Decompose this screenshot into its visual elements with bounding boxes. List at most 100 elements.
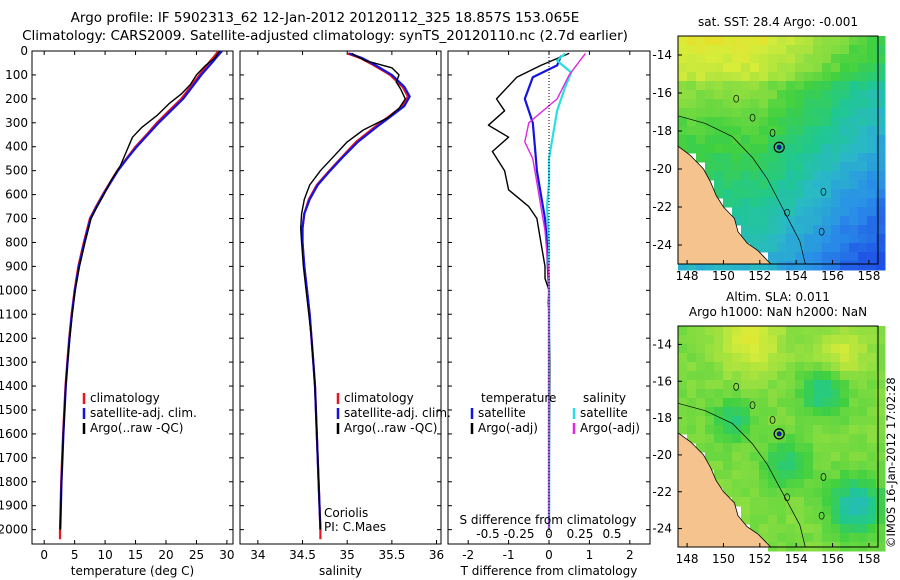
sst_map-cell — [849, 54, 859, 64]
sla_map-cell — [786, 326, 796, 336]
diff-top-tick-label: -0.5 — [476, 527, 499, 541]
sst_map-cell — [687, 90, 697, 100]
sla_map-cell — [849, 434, 859, 444]
sst_map-reef — [733, 94, 740, 103]
sla_map-cell — [678, 398, 688, 408]
sst_map-cell — [867, 36, 877, 46]
sla_map-cell — [840, 434, 850, 444]
sla_map-cell — [786, 461, 796, 471]
sla_map-cell — [876, 371, 886, 381]
sst_map-cell — [849, 108, 859, 118]
sla_map-cell — [777, 443, 787, 453]
sst_map-cell — [741, 171, 751, 181]
sst_map-cell — [741, 135, 751, 145]
sst_map-cell — [705, 63, 715, 73]
sst_map-cell — [750, 180, 760, 190]
sst_map-cell — [867, 63, 877, 73]
sst_map-reef — [749, 113, 756, 122]
sla_map-cell — [804, 380, 814, 390]
sst_map-cell — [786, 45, 796, 55]
sla_map-cell — [723, 479, 733, 489]
salinity-xtick-label: 35 — [340, 548, 355, 562]
sst_map-cell — [840, 216, 850, 226]
sst_map-cell — [759, 36, 769, 46]
sla_map-cell — [741, 389, 751, 399]
sst_map-cell — [759, 144, 769, 154]
sst_map-cell — [822, 189, 832, 199]
sla_map-cell — [840, 488, 850, 498]
sst_map-cell — [705, 162, 715, 172]
sst_map-cell — [795, 45, 805, 55]
sla_map-cell — [732, 398, 742, 408]
sla_map-cell — [849, 506, 859, 516]
sla_map-cell — [858, 380, 868, 390]
sst_map-cell — [741, 216, 751, 226]
sla_map-cell — [822, 506, 832, 516]
sla_map-cell — [795, 497, 805, 507]
sst_map-cell — [849, 207, 859, 217]
sst_map-cell — [750, 234, 760, 244]
sst_map-cell — [795, 216, 805, 226]
sst_map-cell — [678, 144, 688, 154]
sla_map-cell — [858, 362, 868, 372]
sla_map-cell — [786, 362, 796, 372]
sst_map-cell — [741, 108, 751, 118]
sst_map-cell — [777, 243, 787, 253]
sst_map-cell — [849, 63, 859, 73]
sla_map-cell — [867, 479, 877, 489]
sla_map-cell — [813, 479, 823, 489]
sst_map-cell — [723, 90, 733, 100]
sst_map-cell — [759, 63, 769, 73]
sla_map-reef — [784, 493, 790, 502]
sst_map-cell — [831, 243, 841, 253]
sla_map-cell — [804, 416, 814, 426]
depth-tick-label: 1900 — [0, 499, 28, 513]
sla_map-cell — [858, 461, 868, 471]
sla_map-cell — [741, 344, 751, 354]
sst_map-cell — [714, 81, 724, 91]
sst_map-cell — [759, 171, 769, 181]
sla_map-cell — [804, 398, 814, 408]
sla_map-cell — [732, 371, 742, 381]
sla_map-cell — [705, 353, 715, 363]
sla_map-cell — [786, 515, 796, 525]
sla_map-cell — [831, 488, 841, 498]
sla_map-cell — [831, 533, 841, 543]
sla_map-cell — [768, 524, 778, 534]
sla_map-cell — [732, 344, 742, 354]
sst_map-ytick-label: -16 — [652, 86, 672, 100]
sst_map-cell — [750, 90, 760, 100]
sst_map-cell — [822, 135, 832, 145]
sla_map-cell — [840, 362, 850, 372]
sla_map-cell — [840, 443, 850, 453]
sla_map-cell — [858, 533, 868, 543]
sla_map-cell — [795, 461, 805, 471]
temp-legend-label: satellite-adj. clim. — [90, 406, 197, 420]
sst_map-cell — [876, 261, 886, 271]
sla_map-cell — [723, 389, 733, 399]
sla_map-land — [677, 432, 772, 548]
sst_map-cell — [858, 216, 868, 226]
sla_map-cell — [831, 434, 841, 444]
sst_map-cell — [714, 261, 724, 271]
sst_map-cell — [768, 135, 778, 145]
sst_map-cell — [867, 144, 877, 154]
sst_map-cell — [750, 108, 760, 118]
sla_map-cell — [876, 416, 886, 426]
sst_map-cell — [804, 54, 814, 64]
depth-tick-label: 900 — [5, 259, 28, 273]
depth-tick-label: 600 — [5, 188, 28, 202]
sla_map-cell — [750, 380, 760, 390]
sst_map-cell — [813, 198, 823, 208]
sla_map-cell — [840, 326, 850, 336]
sla_map-cell — [804, 452, 814, 462]
sla_map-cell — [822, 515, 832, 525]
sst_map-cell — [849, 189, 859, 199]
sla_map-cell — [876, 443, 886, 453]
sst_map-cell — [732, 126, 742, 136]
sla_map-cell — [804, 407, 814, 417]
sst_map-land — [677, 145, 772, 265]
sst_map-cell — [786, 243, 796, 253]
sst_map-cell — [777, 117, 787, 127]
sst_map-cell — [804, 198, 814, 208]
